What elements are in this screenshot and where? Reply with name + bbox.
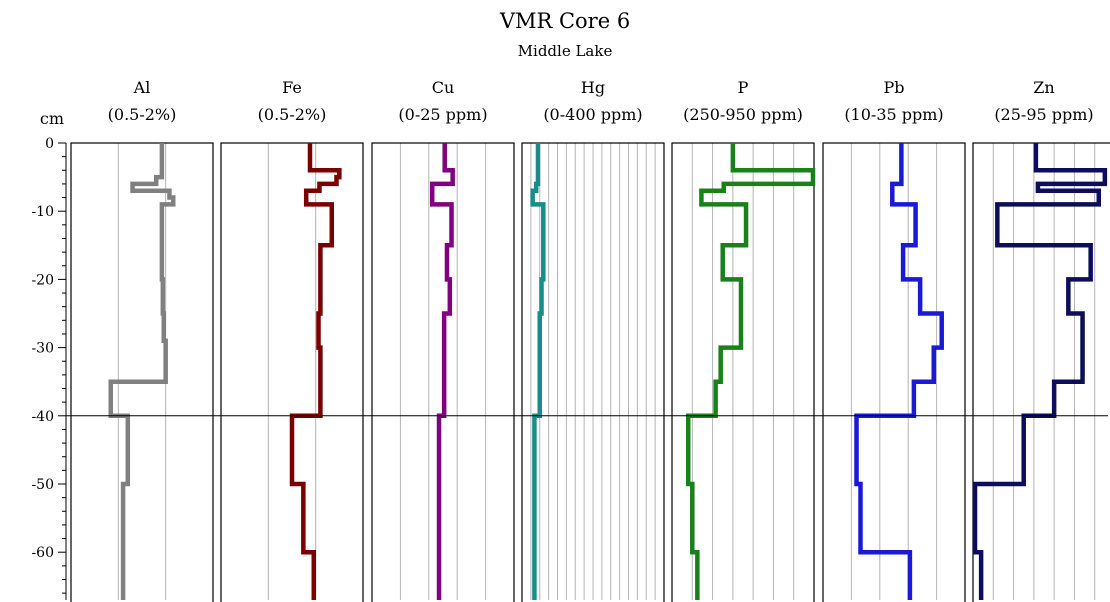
panel-frame [220, 142, 364, 602]
profile-line-pb [854, 143, 944, 600]
panel-range-label: (0.5-2%) [258, 105, 327, 124]
y-tick-label: -10 [31, 204, 54, 220]
panels: Al (0.5-2%) Fe (0.5-2%) Cu (0-25 ppm) Hg (0-400… [70, 78, 1110, 602]
profile-line-al [108, 143, 176, 600]
y-tick-label: 0 [45, 136, 54, 152]
panel-element-label: Pb [883, 78, 904, 97]
y-axis-label: cm [40, 109, 64, 128]
profile-line-p [685, 143, 816, 600]
panel-element-label: Zn [1033, 78, 1054, 97]
profile-line-zn [972, 143, 1108, 600]
panel-hg: Hg (0-400 ppm) [521, 78, 665, 602]
profile-line-cu [429, 143, 455, 600]
panel-frame [70, 142, 214, 602]
panel-zn: Zn (25-95 ppm) [972, 78, 1110, 602]
panel-frame [822, 142, 966, 602]
chart-subtitle: Middle Lake [518, 42, 613, 60]
profile-line-fe [289, 143, 342, 600]
panel-p: P (250-950 ppm) [671, 78, 816, 602]
y-tick-label: -30 [31, 341, 54, 357]
y-axis: 0 -10 -20 -30 -40 -50 -60 [31, 136, 67, 600]
panel-frame [521, 142, 665, 602]
panel-element-label: Fe [282, 78, 302, 97]
y-tick-label: -50 [31, 477, 54, 493]
panel-element-label: Al [133, 78, 151, 97]
y-tick-label: -60 [31, 545, 54, 561]
panel-element-label: Cu [432, 78, 455, 97]
panel-frame [671, 142, 815, 602]
panel-range-label: (10-35 ppm) [844, 105, 943, 124]
panel-cu: Cu (0-25 ppm) [371, 78, 515, 602]
panel-range-label: (0-25 ppm) [398, 105, 487, 124]
panel-frame [972, 142, 1110, 602]
chart-title: VMR Core 6 [499, 9, 630, 33]
panel-al: Al (0.5-2%) [70, 78, 214, 602]
y-tick-label: -40 [31, 409, 54, 425]
panel-range-label: (0.5-2%) [108, 105, 177, 124]
profile-line-hg [530, 143, 546, 600]
panel-range-label: (25-95 ppm) [994, 105, 1093, 124]
panel-range-label: (250-950 ppm) [683, 105, 803, 124]
panel-range-label: (0-400 ppm) [543, 105, 642, 124]
panel-pb: Pb (10-35 ppm) [822, 78, 966, 602]
panel-element-label: Hg [581, 78, 605, 97]
panel-fe: Fe (0.5-2%) [220, 78, 364, 602]
panel-element-label: P [738, 78, 749, 97]
y-tick-label: -20 [31, 272, 54, 288]
